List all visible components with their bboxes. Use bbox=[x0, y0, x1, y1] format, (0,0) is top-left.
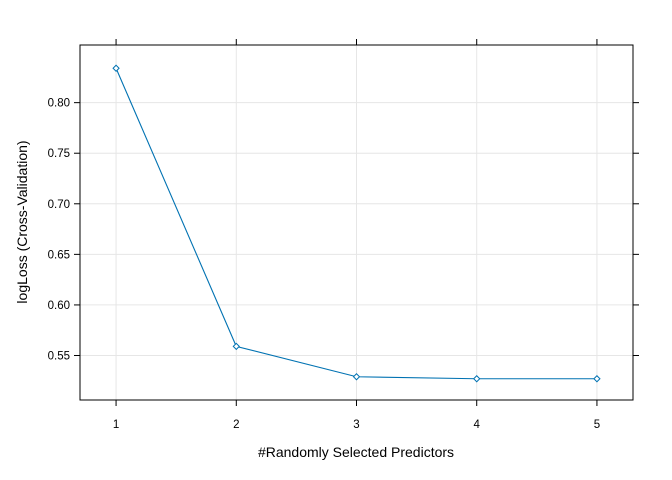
x-axis-title: #Randomly Selected Predictors bbox=[258, 444, 454, 460]
x-tick-label: 1 bbox=[113, 419, 119, 431]
y-tick-label: 0.65 bbox=[48, 249, 70, 261]
y-tick-label: 0.55 bbox=[48, 350, 70, 362]
series-group bbox=[112, 64, 601, 383]
y-tick-labels: 0.55 0.60 0.65 0.70 0.75 0.80 bbox=[48, 98, 70, 363]
y-axis-title: logLoss (Cross-Validation) bbox=[14, 140, 30, 303]
x-tick-label: 4 bbox=[474, 419, 481, 431]
data-point bbox=[593, 375, 601, 383]
x-tick-label: 3 bbox=[353, 419, 359, 431]
grid bbox=[80, 45, 633, 400]
data-point bbox=[473, 375, 481, 383]
y-tick-label: 0.75 bbox=[48, 148, 70, 160]
axis-ticks bbox=[74, 39, 639, 406]
x-tick-label: 5 bbox=[594, 419, 600, 431]
x-tick-label: 2 bbox=[233, 419, 239, 431]
x-tick-labels: 1 2 3 4 5 bbox=[113, 419, 600, 431]
y-tick-label: 0.60 bbox=[48, 300, 70, 312]
data-point bbox=[232, 342, 240, 351]
data-point bbox=[352, 373, 361, 381]
y-tick-label: 0.70 bbox=[48, 199, 70, 211]
y-tick-label: 0.80 bbox=[48, 98, 70, 110]
data-point bbox=[112, 64, 120, 72]
